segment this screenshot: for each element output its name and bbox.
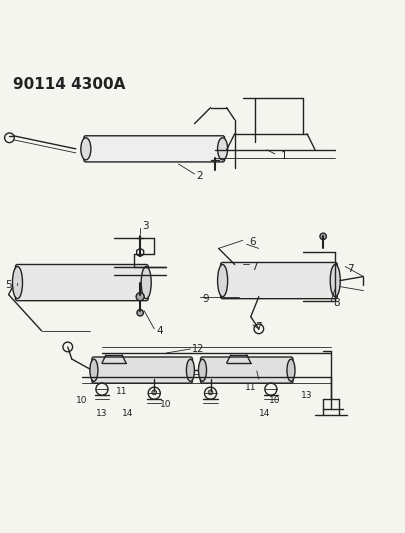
Text: 5: 5 [5, 280, 12, 289]
Text: 6: 6 [249, 237, 256, 247]
Text: 3: 3 [142, 221, 149, 231]
Text: 8: 8 [333, 298, 340, 308]
Text: 14: 14 [259, 409, 270, 418]
Text: 14: 14 [122, 409, 133, 418]
Ellipse shape [287, 359, 295, 381]
Text: 7: 7 [347, 263, 354, 273]
Circle shape [137, 310, 143, 316]
Ellipse shape [141, 266, 151, 298]
Text: 7: 7 [255, 322, 261, 332]
FancyBboxPatch shape [15, 264, 148, 301]
Text: 10: 10 [160, 400, 172, 409]
FancyBboxPatch shape [200, 357, 293, 383]
Text: 4: 4 [156, 326, 163, 336]
Text: 10: 10 [76, 395, 87, 405]
Text: 2: 2 [196, 171, 203, 181]
Text: 1: 1 [281, 151, 288, 161]
FancyBboxPatch shape [84, 136, 225, 162]
Text: 13: 13 [301, 391, 313, 400]
Ellipse shape [330, 264, 340, 297]
FancyBboxPatch shape [92, 357, 192, 383]
Text: 12: 12 [192, 344, 205, 354]
Ellipse shape [217, 138, 228, 160]
Text: 11: 11 [116, 386, 128, 395]
Text: 10: 10 [269, 395, 280, 405]
Text: 11: 11 [245, 383, 256, 392]
Circle shape [152, 390, 157, 395]
FancyBboxPatch shape [221, 262, 337, 298]
Ellipse shape [186, 359, 194, 381]
Ellipse shape [198, 359, 207, 381]
Circle shape [208, 390, 213, 395]
Circle shape [320, 233, 326, 239]
Ellipse shape [217, 264, 228, 297]
Text: 7: 7 [251, 262, 258, 271]
Circle shape [136, 293, 144, 301]
Text: 90114 4300A: 90114 4300A [13, 77, 126, 92]
Ellipse shape [90, 359, 98, 381]
Ellipse shape [13, 266, 23, 298]
Ellipse shape [81, 138, 91, 160]
Text: 13: 13 [96, 409, 107, 418]
Text: 9: 9 [202, 294, 209, 304]
